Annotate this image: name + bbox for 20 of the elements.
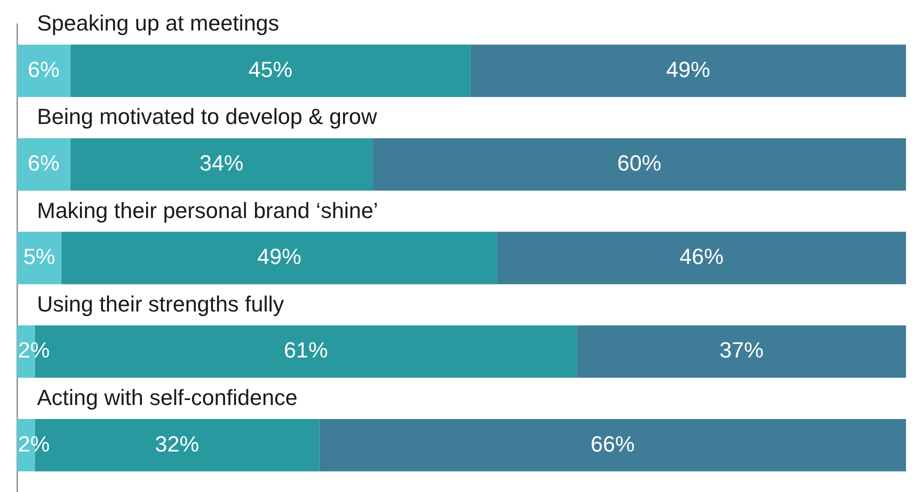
- data-label: 6%: [28, 56, 60, 82]
- data-label: 49%: [666, 56, 710, 82]
- data-label: 6%: [28, 150, 60, 176]
- data-label: 46%: [680, 244, 724, 270]
- y-tick-label: Making their personal brand ‘shine’: [37, 198, 378, 223]
- y-tick-label: Speaking up at meetings: [37, 10, 280, 36]
- data-label: 61%: [284, 338, 328, 363]
- data-label: 37%: [720, 338, 764, 363]
- data-label: 45%: [248, 56, 292, 82]
- data-label: 5%: [23, 244, 56, 270]
- y-tick-label: Acting with self-confidence: [37, 384, 298, 410]
- data-label: 2%: [18, 431, 50, 456]
- y-tick-label: Being motivated to develop & grow: [37, 104, 378, 130]
- data-label: 32%: [154, 431, 200, 456]
- data-label: 60%: [617, 150, 662, 176]
- data-label: 66%: [590, 431, 635, 456]
- y-tick-label: Using their strengths fully: [37, 291, 284, 316]
- data-label: 49%: [257, 244, 302, 270]
- data-label: 34%: [199, 150, 244, 176]
- data-label: 2%: [18, 338, 50, 363]
